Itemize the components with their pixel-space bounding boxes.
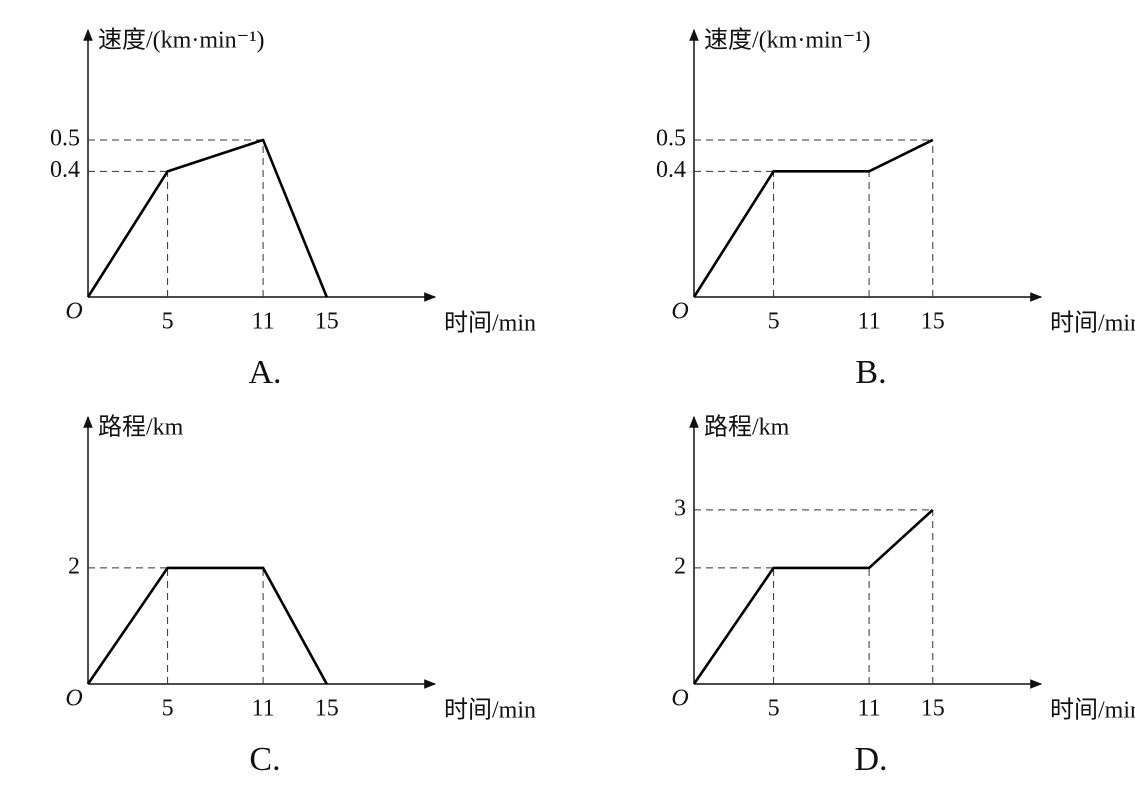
x-tick-label: 5: [768, 309, 780, 335]
chart-caption: B.: [855, 354, 886, 391]
chart-panel: 0.4 0.5 5 11 15 O 时间/min 速度/(km·min⁻¹) A.: [50, 27, 536, 391]
x-axis-label: 时间/min: [1050, 697, 1135, 724]
chart-caption: C.: [249, 741, 280, 778]
data-line: [86, 566, 328, 685]
y-axis-label: 速度/(km·min⁻¹): [98, 27, 265, 54]
chart-caption: D.: [854, 741, 887, 778]
x-tick-label: 11: [858, 696, 881, 722]
y-tick-label: 3: [674, 495, 686, 521]
data-line: [86, 138, 328, 298]
y-tick-label: 0.4: [656, 157, 686, 183]
x-tick-label: 11: [252, 309, 275, 335]
y-tick-label: 2: [68, 553, 80, 579]
data-line: [692, 138, 934, 298]
x-axis-label: 时间/min: [444, 697, 536, 724]
x-tick-label: 15: [921, 309, 945, 335]
y-tick-label: 0.4: [50, 157, 80, 183]
chart-panel: 0.4 0.5 5 11 15 O 时间/min 速度/(km·min⁻¹) B.: [656, 27, 1135, 391]
chart-caption: A.: [248, 354, 281, 391]
origin-label: O: [671, 299, 688, 325]
y-axis-label: 路程/km: [704, 414, 790, 441]
y-tick-label: 0.5: [50, 125, 80, 151]
x-tick-label: 15: [921, 696, 945, 722]
y-axis-label: 路程/km: [98, 414, 184, 441]
x-tick-label: 5: [768, 696, 780, 722]
origin-label: O: [65, 686, 82, 712]
data-line: [692, 508, 934, 685]
x-tick-label: 11: [858, 309, 881, 335]
x-tick-label: 5: [162, 309, 174, 335]
chart-panel: 2 3 5 11 15 O 时间/min 路程/km D.: [671, 414, 1135, 778]
x-axis-label: 时间/min: [1050, 310, 1135, 337]
x-tick-label: 15: [315, 309, 339, 335]
x-tick-label: 5: [162, 696, 174, 722]
y-axis-label: 速度/(km·min⁻¹): [704, 27, 871, 54]
chart-panel: 2 5 11 15 O 时间/min 路程/km C.: [65, 414, 536, 778]
origin-label: O: [65, 299, 82, 325]
x-axis-label: 时间/min: [444, 310, 536, 337]
x-tick-label: 15: [315, 696, 339, 722]
y-tick-label: 2: [674, 553, 686, 579]
origin-label: O: [671, 686, 688, 712]
y-tick-label: 0.5: [656, 125, 686, 151]
x-tick-label: 11: [252, 696, 275, 722]
